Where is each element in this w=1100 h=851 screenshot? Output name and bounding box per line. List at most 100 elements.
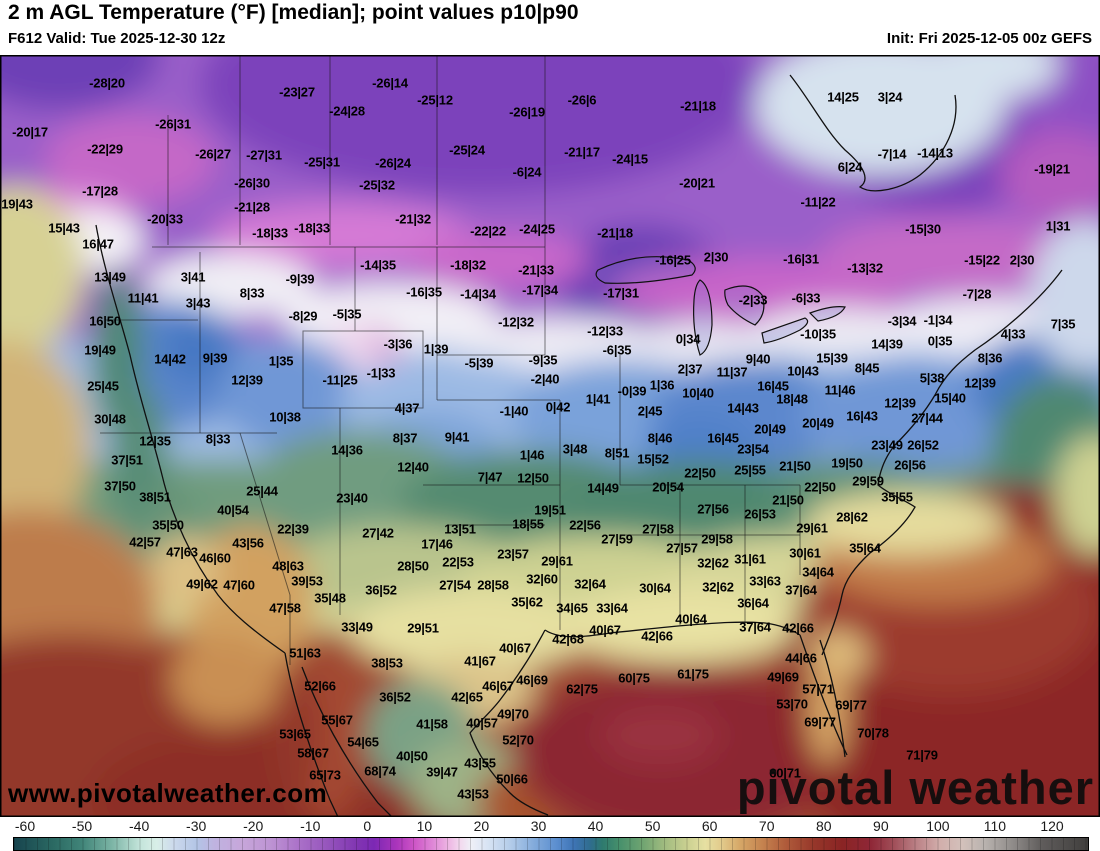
point-value: 23|49: [871, 437, 903, 453]
point-value: 8|36: [977, 350, 1003, 366]
point-value: 9|40: [745, 351, 771, 367]
point-value: 27|42: [362, 525, 394, 541]
point-value: 20|49: [802, 415, 834, 431]
point-value: 14|49: [587, 480, 619, 496]
point-value: 9|41: [444, 429, 470, 445]
point-value: -26|27: [195, 146, 231, 162]
point-value: 22|50: [804, 479, 836, 495]
point-value: -24|28: [329, 103, 365, 119]
point-value: 12|39: [884, 395, 916, 411]
point-value: 11|41: [127, 290, 159, 306]
colorbar-tick: -40: [128, 818, 150, 834]
point-value: 18|55: [512, 516, 544, 532]
point-value: 3|41: [180, 269, 206, 285]
point-value: -16|25: [655, 252, 691, 268]
point-value: 29|51: [407, 620, 439, 636]
point-value: 0|34: [675, 331, 701, 347]
point-value: 22|56: [569, 517, 601, 533]
point-value: -26|30: [234, 175, 270, 191]
point-value: 68|74: [364, 763, 396, 779]
point-value: 57|71: [802, 681, 834, 697]
point-value: 29|59: [852, 473, 884, 489]
point-value: 3|48: [562, 441, 588, 457]
point-value: 26|52: [907, 437, 939, 453]
point-value: -26|14: [372, 75, 408, 91]
point-value: 37|50: [104, 478, 136, 494]
point-value: 15|43: [48, 220, 80, 236]
point-value: 61|75: [677, 666, 709, 682]
colorbar-tick: -60: [14, 818, 36, 834]
point-value: 29|58: [701, 531, 733, 547]
point-value: 8|33: [205, 431, 231, 447]
point-value: 13|49: [94, 269, 126, 285]
point-value: 35|62: [511, 594, 543, 610]
point-value: 16|50: [89, 313, 121, 329]
point-value: 35|48: [314, 590, 346, 606]
point-value: -6|24: [512, 164, 542, 180]
point-value: 27|58: [642, 521, 674, 537]
point-value: -15|30: [905, 221, 941, 237]
point-value: -23|27: [279, 84, 315, 100]
point-value: -2|33: [738, 292, 768, 308]
point-value: -18|32: [450, 257, 486, 273]
point-value: 27|59: [601, 531, 633, 547]
point-value: -14|34: [460, 286, 496, 302]
point-value: 12|39: [964, 375, 996, 391]
point-value: 47|58: [269, 600, 301, 616]
point-value: -21|17: [564, 144, 600, 160]
point-value: 3|43: [185, 295, 211, 311]
coastlines: [95, 74, 1063, 817]
point-value: -15|22: [964, 252, 1000, 268]
point-value: 44|66: [785, 650, 817, 666]
valid-time: F612 Valid: Tue 2025-12-30 12z: [8, 30, 226, 47]
point-value: -11|22: [800, 194, 836, 210]
point-value: 25|45: [87, 378, 119, 394]
point-value: -22|29: [87, 141, 123, 157]
point-value: -12|32: [498, 314, 534, 330]
point-value: 28|58: [477, 577, 509, 593]
point-value: -28|20: [89, 75, 125, 91]
colorbar-tick: 120: [1040, 818, 1064, 834]
point-value: 33|49: [341, 619, 373, 635]
point-value: 42|57: [129, 534, 161, 550]
point-value: 65|73: [309, 767, 341, 783]
watermark-brand: pivotal weather: [736, 761, 1094, 814]
point-value: 60|71: [769, 765, 801, 781]
point-value: 32|64: [574, 576, 606, 592]
point-value: 42|65: [451, 689, 483, 705]
point-value: 5|38: [919, 370, 945, 386]
colorbar-tick: 80: [815, 818, 832, 834]
point-value: 27|44: [911, 410, 943, 426]
point-value: 69|77: [804, 714, 836, 730]
colorbar-tick: 30: [530, 818, 547, 834]
temperature-map: -28|20 -20|17 -26|31 -22|29 -26|27 -27|31 -26|…: [0, 55, 1100, 817]
point-value: 13|51: [444, 521, 476, 537]
point-value: 39|47: [426, 764, 458, 780]
point-value: -21|18: [597, 225, 633, 241]
init-time: Init: Fri 2025-12-05 00z GEFS: [886, 30, 1092, 47]
colorbar-tick: 20: [473, 818, 490, 834]
point-value: 33|64: [596, 600, 628, 616]
point-value: 19|43: [1, 196, 33, 212]
point-value: 37|64: [785, 582, 817, 598]
point-value: 11|46: [824, 382, 856, 398]
point-value: -17|31: [603, 285, 639, 301]
point-value: 29|61: [541, 553, 573, 569]
point-value: 60|75: [618, 670, 650, 686]
point-value: 8|51: [604, 445, 630, 461]
point-value: 7|47: [477, 469, 503, 485]
point-value: -21|18: [680, 98, 716, 114]
point-value: 19|50: [831, 455, 863, 471]
point-value: 20|49: [754, 421, 786, 437]
point-value: -2|40: [530, 371, 560, 387]
point-value: 40|57: [466, 715, 498, 731]
point-value: 53|65: [279, 726, 311, 742]
colorbar-tick: 70: [758, 818, 775, 834]
point-value: -3|34: [887, 313, 917, 329]
point-value: -18|33: [252, 225, 288, 241]
point-value: 8|45: [854, 360, 880, 376]
point-value: 16|45: [707, 430, 739, 446]
point-value: -9|35: [528, 352, 558, 368]
point-value: 39|53: [291, 573, 323, 589]
colorbar-tick: 50: [644, 818, 661, 834]
